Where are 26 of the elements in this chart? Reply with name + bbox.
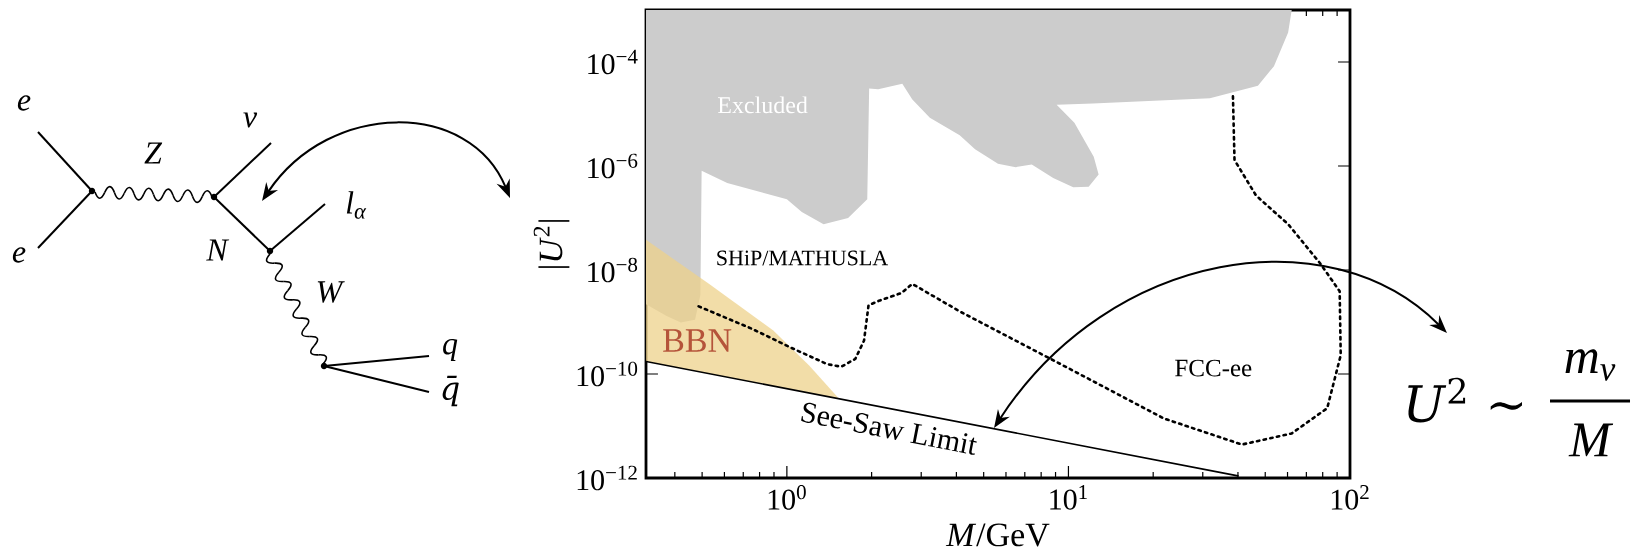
x-axis-title: M/GeV <box>945 523 1050 547</box>
text: l$_{α}$ <box>346 191 367 219</box>
y-tick-label: 10$^{−4}$ <box>588 49 638 75</box>
series-label: FCC-ee <box>1175 359 1252 377</box>
text: U$^{2}$ ∼ <box>1408 377 1522 423</box>
y-tick-label: 10$^{−6}$ <box>588 153 638 179</box>
legend-label: See-Saw Limit <box>801 402 977 455</box>
text: M <box>1568 423 1614 457</box>
x-tick-label: 10$^{1}$ <box>1050 485 1087 510</box>
text: e <box>12 247 26 263</box>
y-tick-label: 10$^{−12}$ <box>577 465 637 491</box>
y-axis-title: |U$^{2}$| <box>533 220 570 268</box>
text: Z <box>144 142 163 164</box>
text: ν <box>243 112 258 128</box>
x-tick-label: 10$^{0}$ <box>768 485 806 510</box>
x-tick-label: 10$^{2}$ <box>1331 485 1369 510</box>
text: N <box>206 239 230 261</box>
text: W <box>317 281 345 303</box>
series-label: BBN <box>663 329 732 352</box>
text: q̄ <box>442 375 459 407</box>
annotation: SHiP/MATHUSLA <box>717 250 889 266</box>
y-tick-label: 10$^{−8}$ <box>588 257 638 283</box>
text: m$_{ν}$ <box>1565 349 1616 381</box>
text: e <box>17 95 31 111</box>
text: q <box>443 339 458 361</box>
y-tick-label: 10$^{−10}$ <box>577 361 638 387</box>
